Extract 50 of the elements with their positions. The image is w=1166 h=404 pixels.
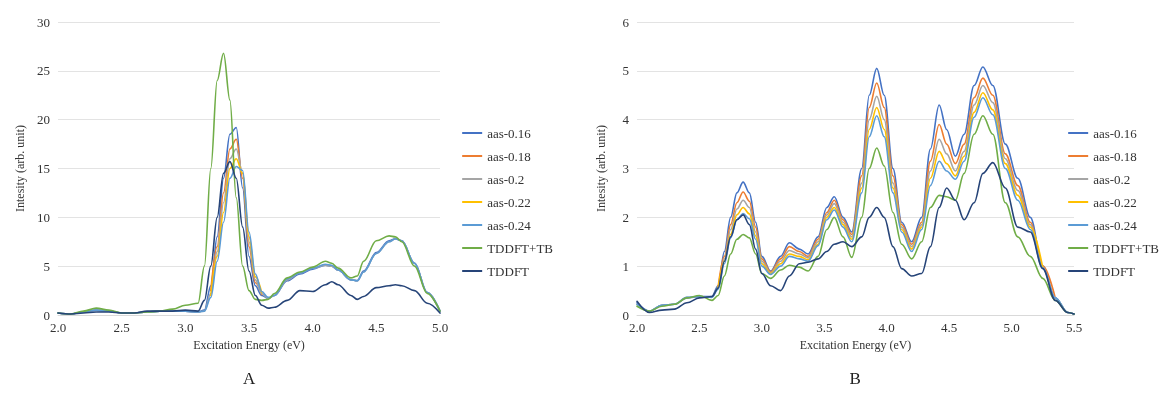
x-axis-title: Excitation Energy (eV) bbox=[799, 337, 912, 352]
y-tick-label: 20 bbox=[37, 112, 50, 128]
legend-label: aas-0.2 bbox=[1093, 171, 1131, 187]
y-tick-label: 6 bbox=[622, 14, 630, 30]
legend-label: aas-0.18 bbox=[487, 148, 531, 164]
x-tick-label: 2.5 bbox=[113, 320, 130, 335]
y-axis-title: Intesity (arb. unit) bbox=[594, 125, 608, 212]
y-tick-label: 5 bbox=[43, 258, 50, 274]
legend-label: aas-0.2 bbox=[487, 171, 525, 187]
legend-label: aas-0.24 bbox=[487, 217, 532, 233]
y-tick-label: 25 bbox=[37, 63, 50, 79]
x-tick-label: 4.5 bbox=[368, 320, 385, 335]
x-tick-label: 2.0 bbox=[49, 320, 67, 335]
y-tick-label: 2 bbox=[622, 209, 629, 225]
x-tick-label: 2.0 bbox=[628, 320, 646, 335]
y-axis-title: Intesity (arb. unit) bbox=[13, 125, 28, 212]
x-tick-label: 2.5 bbox=[691, 320, 708, 335]
y-tick-label: 1 bbox=[622, 258, 629, 274]
x-tick-label: 3.5 bbox=[816, 320, 833, 335]
y-tick-label: 30 bbox=[37, 14, 50, 30]
y-tick-label: 5 bbox=[622, 63, 629, 79]
x-tick-label: 5.5 bbox=[1065, 320, 1083, 335]
x-tick-label: 5.0 bbox=[431, 320, 449, 335]
legend-label: TDDFT+TB bbox=[487, 240, 554, 256]
legend-label: aas-0.22 bbox=[487, 194, 531, 210]
legend-label: aas-0.22 bbox=[1093, 194, 1137, 210]
legend-label: TDDFT bbox=[1093, 263, 1136, 279]
legend-label: aas-0.16 bbox=[1093, 125, 1138, 141]
x-axis-title: Excitation Energy (eV) bbox=[193, 337, 305, 352]
text: B bbox=[849, 369, 861, 388]
legend-label: aas-0.16 bbox=[487, 125, 532, 141]
y-tick-label: 15 bbox=[37, 161, 50, 176]
y-tick-label: 4 bbox=[622, 112, 630, 128]
legend-label: aas-0.18 bbox=[1093, 148, 1137, 164]
line-series bbox=[636, 161, 1075, 315]
y-tick-label: 0 bbox=[43, 307, 50, 323]
x-tick-label: 3.5 bbox=[240, 320, 258, 335]
y-tick-label: 0 bbox=[622, 307, 629, 323]
legend-label: aas-0.24 bbox=[1093, 217, 1138, 233]
legend-label: TDDFT bbox=[487, 263, 530, 279]
x-tick-label: 4.0 bbox=[878, 320, 895, 335]
y-tick-label: 10 bbox=[37, 209, 50, 225]
legend-label: TDDFT+TB bbox=[1093, 240, 1160, 256]
x-tick-label: 4.0 bbox=[304, 320, 321, 335]
x-tick-label: 4.5 bbox=[941, 320, 958, 335]
x-tick-label: 3.0 bbox=[177, 320, 194, 335]
x-tick-label: 5.0 bbox=[1003, 320, 1020, 335]
y-tick-label: 3 bbox=[622, 161, 629, 176]
text: A bbox=[243, 369, 256, 388]
x-tick-label: 3.0 bbox=[753, 320, 770, 335]
